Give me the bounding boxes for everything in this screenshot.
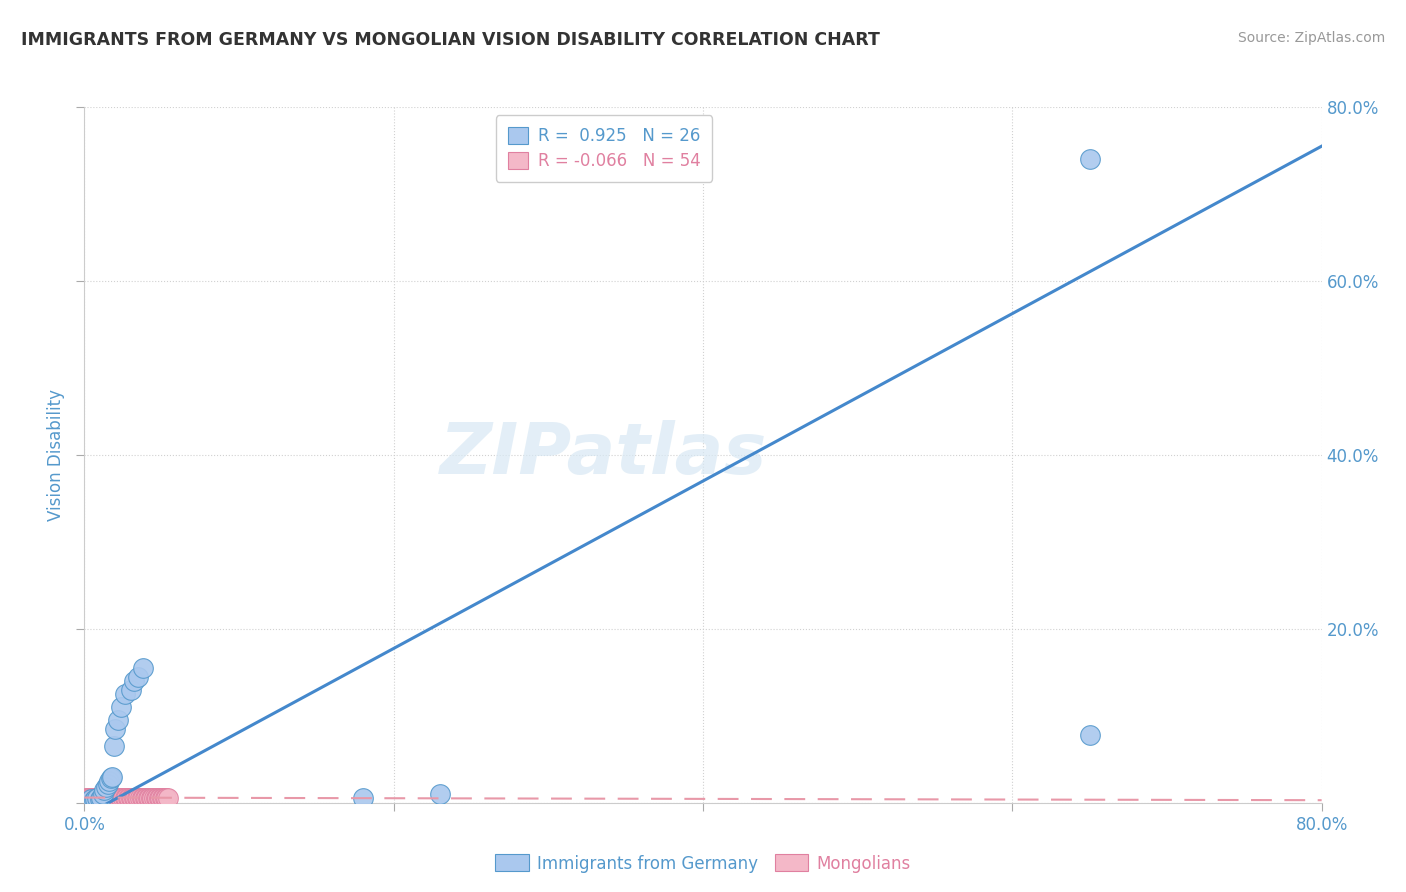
Point — [91, 790, 114, 805]
Point — [93, 782, 115, 797]
Point — [77, 790, 100, 805]
Point — [429, 787, 451, 801]
Point — [89, 792, 111, 806]
Point — [101, 790, 124, 805]
Point — [138, 790, 160, 805]
Point — [352, 791, 374, 805]
Point — [120, 790, 142, 805]
Point — [83, 793, 105, 807]
Point — [114, 687, 136, 701]
Point — [94, 780, 117, 794]
Point — [141, 790, 163, 805]
Point — [90, 791, 112, 805]
Point — [97, 777, 120, 791]
Point — [103, 739, 125, 754]
Point — [152, 791, 174, 805]
Legend: Immigrants from Germany, Mongolians: Immigrants from Germany, Mongolians — [489, 847, 917, 880]
Point — [110, 700, 132, 714]
Point — [145, 790, 167, 805]
Point — [156, 790, 179, 805]
Point — [128, 670, 150, 684]
Point — [104, 722, 127, 736]
Point — [83, 790, 105, 805]
Point — [90, 790, 112, 805]
Text: IMMIGRANTS FROM GERMANY VS MONGOLIAN VISION DISABILITY CORRELATION CHART: IMMIGRANTS FROM GERMANY VS MONGOLIAN VIS… — [21, 31, 880, 49]
Point — [122, 674, 145, 689]
Point — [86, 791, 108, 805]
Point — [139, 791, 162, 805]
Point — [120, 682, 142, 697]
Y-axis label: Vision Disability: Vision Disability — [46, 389, 65, 521]
Point — [107, 713, 129, 727]
Point — [107, 790, 129, 805]
Point — [124, 791, 146, 805]
Text: Source: ZipAtlas.com: Source: ZipAtlas.com — [1237, 31, 1385, 45]
Point — [114, 790, 136, 805]
Point — [149, 791, 172, 805]
Point — [91, 787, 114, 801]
Point — [134, 791, 156, 805]
Point — [1078, 728, 1101, 742]
Point — [94, 790, 117, 805]
Point — [150, 790, 173, 805]
Point — [104, 790, 127, 805]
Point — [86, 790, 108, 805]
Point — [110, 790, 132, 805]
Point — [125, 790, 148, 805]
Point — [93, 791, 115, 805]
Point — [108, 791, 131, 805]
Point — [101, 770, 124, 784]
Point — [128, 791, 150, 805]
Point — [153, 790, 176, 805]
Point — [84, 791, 107, 805]
Point — [1078, 152, 1101, 166]
Point — [82, 791, 104, 805]
Point — [98, 774, 121, 789]
Point — [115, 791, 138, 805]
Point — [148, 790, 170, 805]
Point — [84, 792, 107, 806]
Point — [146, 791, 169, 805]
Legend: R =  0.925   N = 26, R = -0.066   N = 54: R = 0.925 N = 26, R = -0.066 N = 54 — [496, 115, 711, 182]
Point — [79, 791, 101, 805]
Point — [132, 790, 155, 805]
Point — [105, 791, 128, 805]
Point — [75, 791, 97, 805]
Point — [76, 791, 98, 805]
Point — [103, 791, 125, 805]
Point — [89, 790, 111, 805]
Point — [143, 791, 166, 805]
Point — [100, 772, 122, 786]
Point — [118, 791, 141, 805]
Point — [87, 791, 110, 805]
Text: ZIPatlas: ZIPatlas — [440, 420, 768, 490]
Point — [98, 790, 121, 805]
Point — [100, 791, 122, 805]
Point — [122, 790, 145, 805]
Point — [136, 791, 159, 805]
Point — [112, 791, 135, 805]
Point — [135, 790, 157, 805]
Point — [117, 790, 139, 805]
Point — [97, 791, 120, 805]
Point — [155, 791, 177, 805]
Point — [79, 792, 101, 806]
Point — [132, 661, 155, 675]
Point — [131, 791, 153, 805]
Point — [121, 791, 143, 805]
Point — [129, 790, 152, 805]
